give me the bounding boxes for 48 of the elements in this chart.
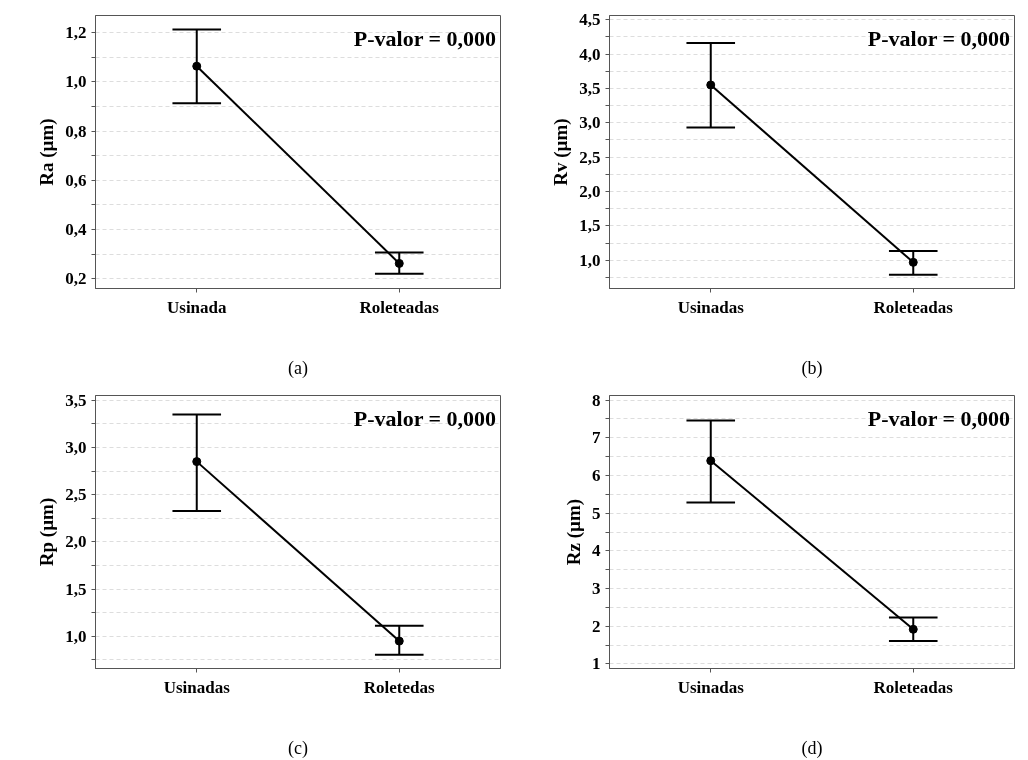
annotation: P-valor = 0,000 <box>867 405 1011 431</box>
y-axis-title: Rp (µm) <box>36 497 59 567</box>
y-tick-label: 1,2 <box>65 23 87 43</box>
y-tick-label: 5 <box>592 503 601 523</box>
x-axis-title: (b) <box>801 357 823 379</box>
x-tick-label: Roleteadas <box>873 677 954 697</box>
y-tick-label: 2,0 <box>65 532 87 552</box>
y-tick-label: 1,0 <box>579 250 601 270</box>
x-tick-label: Roleteadas <box>873 297 954 317</box>
y-tick-label: 8 <box>592 390 601 410</box>
x-tick-label: Usinadas <box>163 677 231 697</box>
y-tick-label: 4 <box>592 541 601 561</box>
y-axis-title: Rz (µm) <box>563 498 585 566</box>
y-tick-label: 0,2 <box>65 269 87 289</box>
x-tick-label: Roletedas <box>363 677 436 697</box>
y-tick-label: 6 <box>592 465 601 485</box>
y-tick-label: 1,0 <box>65 626 87 646</box>
y-tick-label: 3,5 <box>579 78 601 98</box>
y-tick-label: 1 <box>592 654 601 674</box>
x-tick-label: Roleteadas <box>359 297 440 317</box>
y-tick-label: 2 <box>592 616 601 636</box>
y-tick-label: 2,0 <box>579 182 601 202</box>
x-axis-title: (a) <box>288 357 308 379</box>
x-axis-title: (c) <box>288 737 308 759</box>
y-tick-label: 0,8 <box>65 121 87 141</box>
x-tick-label: Usinada <box>166 297 228 317</box>
y-tick-label: 3 <box>592 579 601 599</box>
y-tick-label: 3,0 <box>579 113 601 133</box>
x-tick-label: Usinadas <box>677 677 745 697</box>
y-tick-label: 2,5 <box>579 147 601 167</box>
x-axis-title: (d) <box>801 737 823 759</box>
y-tick-label: 1,0 <box>65 72 87 92</box>
y-tick-label: 4,0 <box>579 44 601 64</box>
annotation: P-valor = 0,000 <box>353 25 497 51</box>
annotation: P-valor = 0,000 <box>353 405 497 431</box>
annotation: P-valor = 0,000 <box>867 25 1011 51</box>
y-axis-title: Ra (µm) <box>36 118 59 186</box>
y-tick-label: 3,0 <box>65 437 87 457</box>
y-tick-label: 7 <box>592 428 601 448</box>
y-tick-label: 0,4 <box>65 219 87 239</box>
y-tick-label: 2,5 <box>65 485 87 505</box>
y-tick-label: 1,5 <box>65 579 87 599</box>
y-tick-label: 3,5 <box>65 390 87 410</box>
y-tick-label: 4,5 <box>579 10 601 30</box>
y-tick-label: 1,5 <box>579 216 601 236</box>
y-tick-label: 0,6 <box>65 170 87 190</box>
x-tick-label: Usinadas <box>677 297 745 317</box>
y-axis-title: Rv (µm) <box>550 118 573 186</box>
